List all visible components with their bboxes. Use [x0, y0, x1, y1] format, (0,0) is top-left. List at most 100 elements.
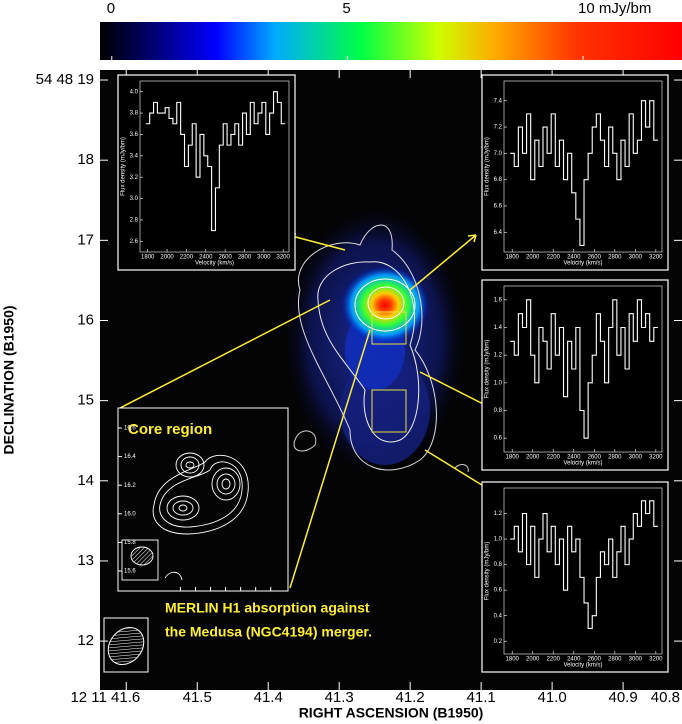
spectrum-y-tick-label: 1.0	[494, 380, 503, 386]
spectrum-x-tick-label: 3200	[649, 255, 663, 261]
spectrum-panel: 1800 2000 2200 2400 2600 2800 3000 3200 4.0 3.8 3.…	[117, 74, 296, 271]
main-beam	[103, 617, 149, 673]
core-y-tick-label: 15.6	[124, 569, 136, 575]
spectrum-y-tick-label: 0.8	[494, 562, 503, 568]
spectrum-y-tick-label: 6.4	[494, 230, 503, 236]
spectrum-x-tick-label: 2000	[526, 255, 540, 261]
spectrum-x-tick-label: 2000	[160, 255, 174, 261]
spectrum-y-tick-label: 7.4	[494, 98, 503, 104]
spectrum-y-tick-label: 1.6	[494, 297, 503, 303]
spectrum-y-tick-label: 2.6	[130, 239, 139, 245]
spectrum-y-tick-label: 6.6	[494, 204, 503, 210]
spectrum-x-tick-label: 3200	[649, 657, 663, 663]
spectrum-x-tick-label: 1800	[506, 657, 520, 663]
spectrum-y-tick-label: 3.0	[130, 196, 139, 202]
spectrum-x-tick-label: 3000	[629, 657, 643, 663]
core-title: Core region	[128, 421, 212, 438]
spectrum-x-tick-label: 2000	[526, 657, 540, 663]
spectrum-x-tick-label: 2800	[238, 255, 252, 261]
spectrum-x-tick-label: 2200	[180, 255, 194, 261]
spectrum-y-label: Flux density (mJy/bm)	[485, 340, 491, 399]
spectrum-x-tick-label: 2600	[588, 255, 602, 261]
spectrum-y-label: Flux density (mJy/bm)	[485, 137, 491, 196]
spectrum-y-tick-label: 3.6	[130, 132, 139, 138]
core-x-tick-label: 41.20	[248, 596, 264, 602]
y-tick-label: 17	[77, 231, 94, 248]
spectrum-frame	[481, 481, 669, 673]
spectrum-line	[510, 100, 658, 246]
spectrum-y-tick-label: 1.4	[494, 325, 503, 331]
spectrum-y-tick-label: 3.8	[130, 111, 139, 117]
core-x-tick-label: 41.22	[233, 596, 249, 602]
y-tick-label: 13	[77, 552, 94, 569]
spectrum-panel: 1800 2000 2200 2400 2600 2800 3000 3200 7.4 7.2 7.…	[481, 74, 669, 271]
spectrum-x-tick-label: 2600	[588, 657, 602, 663]
spectrum-x-tick-label: 3000	[629, 255, 643, 261]
plot-frame	[503, 80, 663, 253]
annotation: MERLIN H1 absorption against	[165, 600, 370, 616]
spectrum-x-label: Velocity (km/s)	[563, 663, 602, 669]
spectrum-y-tick-label: 1.2	[494, 511, 503, 517]
x-tick-label: 12 11 41.6	[70, 689, 140, 706]
core-y-tick-label: 16.4	[124, 454, 136, 460]
x-tick-label: 40.9	[608, 689, 637, 706]
spectrum-x-tick-label: 2200	[547, 255, 561, 261]
y-tick-label: 18	[77, 151, 94, 168]
spectrum-y-tick-label: 6.8	[494, 177, 503, 183]
y-tick-label: 14	[77, 472, 94, 489]
spectrum-x-label: Velocity (km/s)	[563, 261, 602, 267]
spectrum-x-tick-label: 3200	[649, 455, 663, 461]
y-axis-label: DECLINATION (B1950)	[1, 305, 17, 454]
annotation: the Medusa (NGC4194) merger.	[165, 624, 372, 640]
spectrum-x-tick-label: 2800	[608, 657, 622, 663]
plot-frame	[139, 80, 290, 253]
x-tick-label: 41.4	[254, 689, 283, 706]
spectrum-y-tick-label: 7.2	[494, 125, 503, 131]
core-x-tick-label: 41.28	[188, 596, 204, 602]
spectrum-frame	[117, 74, 296, 271]
colorbar-tick-label: 5	[342, 0, 350, 17]
spectrum-x-tick-label: 3200	[277, 255, 291, 261]
spectrum-y-tick-label: 0.6	[494, 436, 503, 442]
colorbar-tick-label: 10 mJy/bm	[578, 0, 651, 17]
core-y-tick-label: 16.0	[124, 511, 136, 517]
spectrum-line	[510, 299, 658, 439]
core-x-tick-label: 41.26	[203, 596, 219, 602]
plot-frame	[503, 285, 663, 453]
spectrum-panel: 1800 2000 2200 2400 2600 2800 3000 3200 1.6 1.4 1.…	[481, 279, 669, 471]
spectrum-frame	[481, 279, 669, 471]
spectrum-x-tick-label: 2400	[567, 255, 581, 261]
galaxy	[280, 200, 470, 480]
spectrum-x-tick-label: 2600	[218, 255, 232, 261]
x-tick-label: 41.1	[467, 689, 496, 706]
y-tick-label: 16	[77, 311, 94, 328]
spectrum-y-label: Flux density (mJy/bm)	[121, 137, 127, 196]
spectrum-panel: 1800 2000 2200 2400 2600 2800 3000 3200 1.2 1.0 0.…	[481, 481, 669, 673]
colorbar	[100, 22, 682, 60]
spectrum-x-label: Velocity (km/s)	[563, 461, 602, 467]
y-tick-label: 12	[77, 632, 94, 649]
spectrum-y-tick-label: 0.6	[494, 588, 503, 594]
spectrum-x-tick-label: 2800	[608, 255, 622, 261]
core-y-tick-label: 15.8	[124, 540, 136, 546]
x-tick-label: 41.0	[538, 689, 567, 706]
spectrum-y-tick-label: 4.0	[130, 89, 139, 95]
spectrum-y-tick-label: 3.2	[130, 175, 139, 181]
spectrum-x-tick-label: 1800	[141, 255, 155, 261]
spectrum-x-tick-label: 2400	[567, 455, 581, 461]
spectrum-frame	[481, 74, 669, 271]
spectrum-line	[145, 91, 286, 232]
spectrum-x-tick-label: 2600	[588, 455, 602, 461]
core-y-tick-label: 16.2	[124, 483, 136, 489]
spectrum-y-label: Flux density (mJy/bm)	[485, 542, 491, 601]
spectrum-y-tick-label: 0.2	[494, 639, 503, 645]
spectrum-x-tick-label: 3000	[257, 255, 271, 261]
spectrum-x-tick-label: 2200	[547, 455, 561, 461]
spectrum-y-tick-label: 2.8	[130, 218, 139, 224]
spectrum-x-tick-label: 2000	[526, 455, 540, 461]
x-axis-label: RIGHT ASCENSION (B1950)	[299, 705, 484, 721]
spectrum-y-tick-label: 0.8	[494, 408, 503, 414]
spectrum-x-tick-label: 2400	[199, 255, 213, 261]
spectrum-x-tick-label: 2800	[608, 455, 622, 461]
